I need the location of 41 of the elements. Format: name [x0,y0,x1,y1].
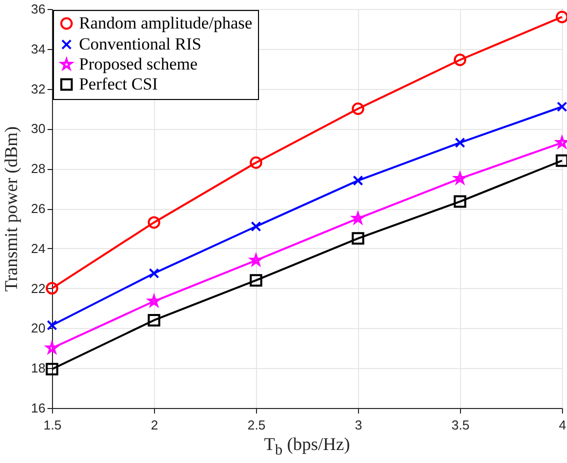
point [556,10,567,24]
x-tick-label: 3.5 [451,418,470,432]
point [46,282,58,295]
point [46,320,58,330]
point [148,314,160,326]
y-tick-label: 20 [31,320,46,336]
x-tick-label: 3 [354,418,362,432]
y-tick-label: 36 [31,2,46,16]
point [250,156,262,169]
y-tick-label: 32 [31,81,46,96]
point [352,102,364,115]
x-axis-title: T$_{b}$ (bps/Hz) [263,434,351,460]
point [148,268,160,279]
x-tick-label: 1.5 [43,418,62,432]
point [352,175,364,186]
y-tick-label: 18 [31,360,46,376]
y-tick-label: 24 [31,240,46,256]
y-axis-title: Transmit power (dBm) [1,126,22,292]
x-tick-label: 2.5 [247,418,266,432]
point [454,137,466,148]
legend-label: Conventional RIS [79,34,202,54]
y-tick-label: 26 [31,201,46,216]
legend-label: Random amplitude/phase [79,14,252,32]
y-tick-label: 16 [31,400,46,416]
point [250,274,262,287]
legend-label: Perfect CSI [79,74,158,94]
point [454,195,466,208]
point [556,102,567,112]
point [352,232,364,245]
y-tick-label: 22 [31,280,46,296]
x-tick-label: 2 [150,418,158,432]
legend-label: Proposed scheme [79,54,198,74]
x-tick-label: 4 [558,418,566,432]
y-tick-label: 34 [31,41,46,56]
point [556,154,567,167]
y-tick-label: 30 [31,121,46,136]
y-tick-label: 28 [31,161,46,176]
point [46,362,58,376]
point [250,221,262,232]
point [148,216,160,229]
point [454,54,466,66]
